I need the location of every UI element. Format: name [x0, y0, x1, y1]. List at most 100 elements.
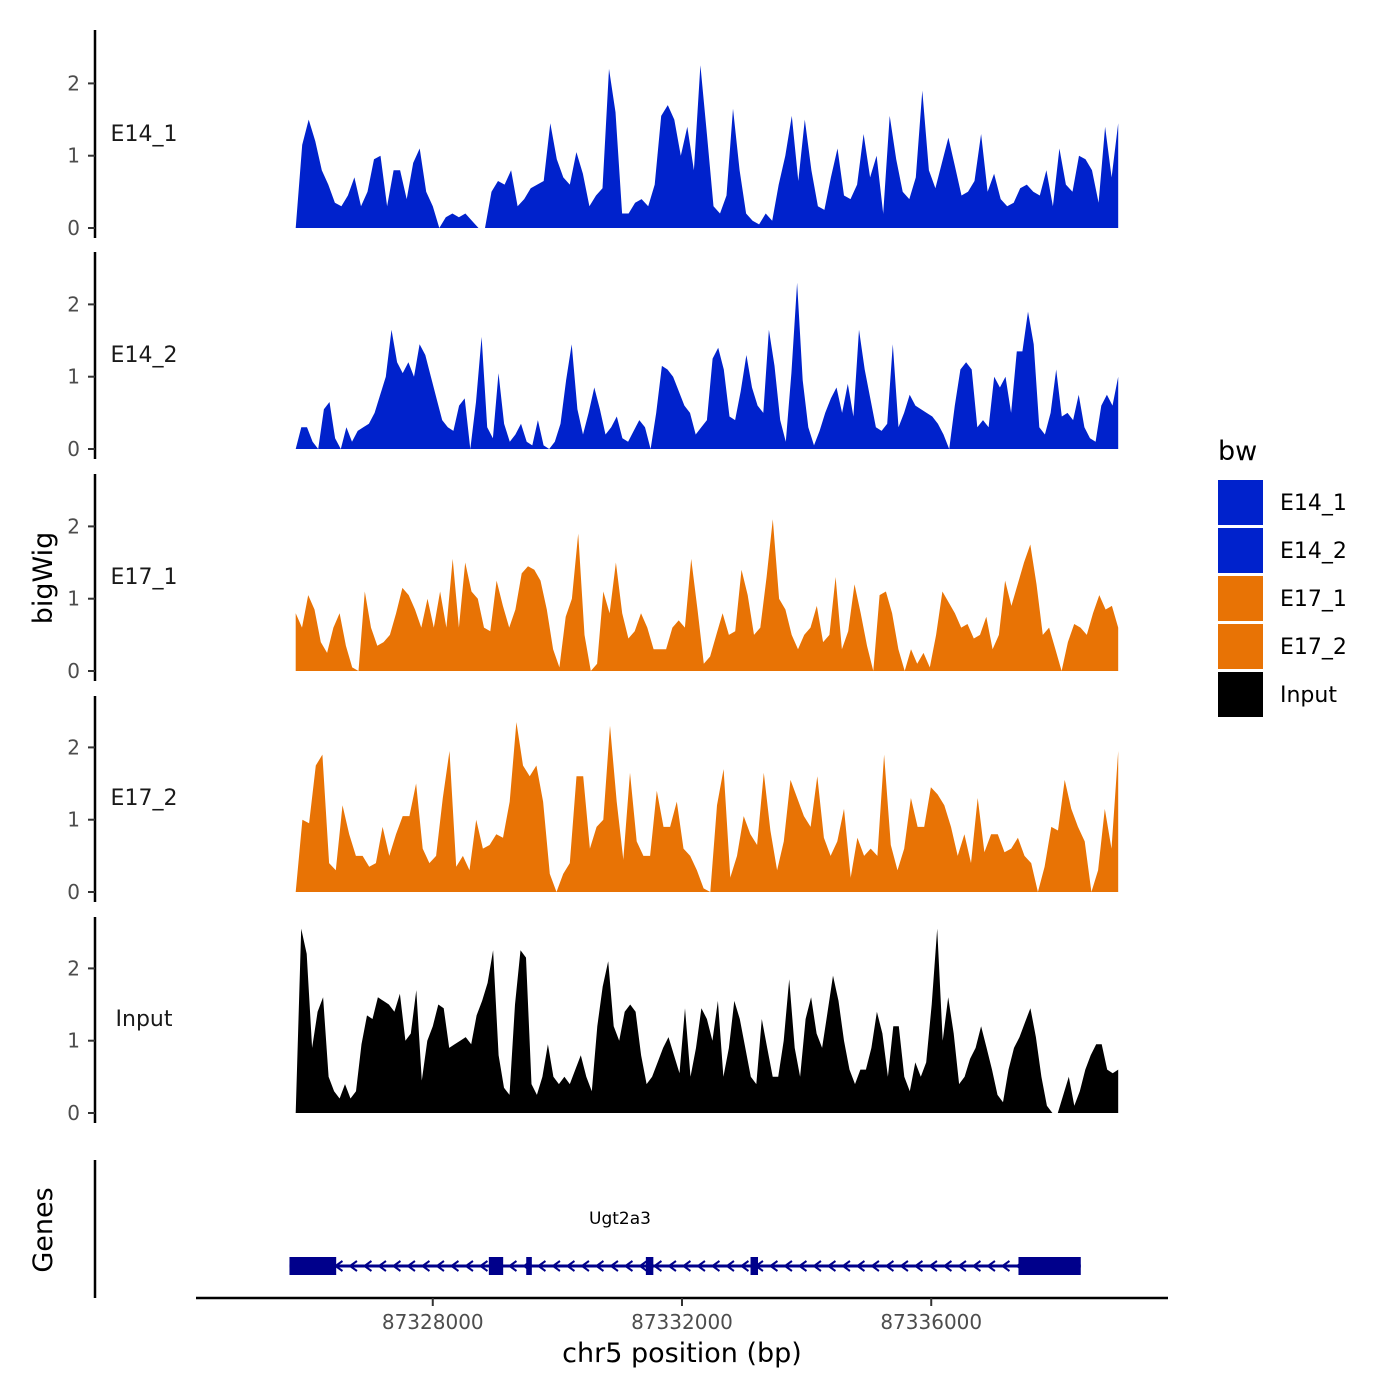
strand-arrow [913, 1260, 924, 1272]
strand-arrow [928, 1260, 938, 1272]
strand-arrow [464, 1260, 474, 1272]
gene-track: Ugt2a3 [93, 1160, 1081, 1298]
strand-arrow [870, 1260, 880, 1272]
panel-e14-2: 0 1 2 E14_2 [67, 252, 1119, 461]
strand-arrow [884, 1260, 895, 1272]
strand-arrow [768, 1260, 779, 1272]
legend-key-e17-1 [1218, 576, 1263, 621]
legend-key-e14-2 [1218, 528, 1263, 573]
strand-arrow [580, 1260, 590, 1272]
strand-arrow [957, 1260, 967, 1272]
gene-exon [645, 1257, 654, 1275]
track-label: E14_2 [111, 343, 178, 368]
panel-e14-1: 0 1 2 E14_1 [67, 30, 1119, 240]
strand-arrow [609, 1260, 619, 1272]
strand-arrow [841, 1260, 851, 1272]
track-label: E17_1 [111, 565, 178, 590]
legend-key-input [1218, 672, 1263, 717]
strand-arrow [638, 1260, 648, 1272]
legend-label: Input [1280, 683, 1337, 708]
strand-arrow [812, 1260, 822, 1272]
strand-arrow [1000, 1260, 1011, 1272]
strand-arrow [797, 1260, 808, 1272]
gene-exon [750, 1257, 759, 1275]
strand-arrow [348, 1260, 358, 1272]
strand-arrow [420, 1260, 431, 1272]
legend-title: bw [1218, 436, 1257, 467]
gene-exon [488, 1257, 504, 1275]
y-tick-label: 2 [67, 514, 80, 538]
strand-arrow [449, 1260, 460, 1272]
track-panels: 0 1 2 E14_1 0 1 2 E14_2 0 1 2 E17_1 0 1 2 E17_2 0 1 2 Input [67, 30, 1119, 1125]
legend-key-e14-1 [1218, 480, 1263, 525]
signal-area-e17-1 [295, 519, 1119, 671]
strand-arrow [406, 1260, 416, 1272]
strand-arrow [855, 1260, 866, 1272]
signal-area-e14-1 [295, 65, 1119, 228]
x-axis-title: chr5 position (bp) [562, 1338, 802, 1369]
strand-arrow [623, 1260, 634, 1272]
strand-arrow [667, 1260, 677, 1272]
strand-arrow [377, 1260, 387, 1272]
signal-area-input [295, 928, 1119, 1113]
y-tick-label: 2 [67, 292, 80, 316]
strand-arrow [739, 1260, 750, 1272]
strand-arrow [725, 1260, 735, 1272]
strand-arrow [362, 1260, 373, 1272]
panel-e17-2: 0 1 2 E17_2 [67, 696, 1119, 904]
y-tick-label: 1 [67, 587, 80, 611]
strand-arrow [478, 1260, 489, 1272]
strand-arrow [971, 1260, 982, 1272]
strand-arrow [986, 1260, 996, 1272]
y-tick-label: 2 [67, 956, 80, 980]
legend: bw E14_1 E14_2 E17_1 E17_2 Input [1218, 436, 1347, 717]
strand-arrow [899, 1260, 909, 1272]
signal-area-e14-2 [295, 282, 1119, 449]
y-tick-label: 1 [67, 1029, 80, 1053]
legend-label: E17_2 [1280, 635, 1347, 660]
strand-arrow [391, 1260, 402, 1272]
strand-arrow [826, 1260, 837, 1272]
strand-arrow [783, 1260, 793, 1272]
track-label: Input [116, 1007, 173, 1032]
strand-arrow [507, 1260, 518, 1272]
legend-label: E14_1 [1280, 491, 1347, 516]
strand-arrow [551, 1260, 561, 1272]
y-tick-label: 0 [67, 437, 80, 461]
y-tick-label: 1 [67, 144, 80, 168]
strand-arrow [536, 1260, 547, 1272]
x-axis: 87328000 87332000 87336000 [196, 1296, 1168, 1334]
strand-arrow [652, 1260, 663, 1272]
strand-arrow [710, 1260, 721, 1272]
strand-arrow [696, 1260, 706, 1272]
y-axis-title: bigWig [28, 532, 59, 625]
y-tick-label: 1 [67, 365, 80, 389]
signal-area-e17-2 [295, 722, 1119, 892]
y-tick-label: 0 [67, 659, 80, 683]
panel-e17-1: 0 1 2 E17_1 [67, 474, 1119, 683]
y-tick-label: 0 [67, 880, 80, 904]
strand-arrow [435, 1260, 445, 1272]
panel-input: 0 1 2 Input [67, 917, 1119, 1125]
track-label: E14_1 [111, 122, 178, 147]
legend-label: E14_2 [1280, 539, 1347, 564]
y-tick-label: 0 [67, 216, 80, 240]
y-tick-label: 2 [67, 71, 80, 95]
y-tick-label: 0 [67, 1101, 80, 1125]
track-label: E17_2 [111, 786, 178, 811]
strand-arrow [565, 1260, 576, 1272]
strand-arrow [681, 1260, 692, 1272]
gene-name-label: Ugt2a3 [589, 1209, 651, 1229]
y-tick-label: 2 [67, 735, 80, 759]
legend-label: E17_1 [1280, 587, 1347, 612]
strand-arrow [942, 1260, 953, 1272]
legend-key-e17-2 [1218, 624, 1263, 669]
gene-exon [1018, 1257, 1081, 1275]
strand-arrow [594, 1260, 605, 1272]
gene-exon [289, 1257, 337, 1275]
x-tick-label: 87332000 [631, 1310, 733, 1334]
genes-axis-title: Genes [28, 1187, 59, 1272]
gene-exon [526, 1257, 532, 1275]
x-tick-label: 87336000 [880, 1310, 982, 1334]
